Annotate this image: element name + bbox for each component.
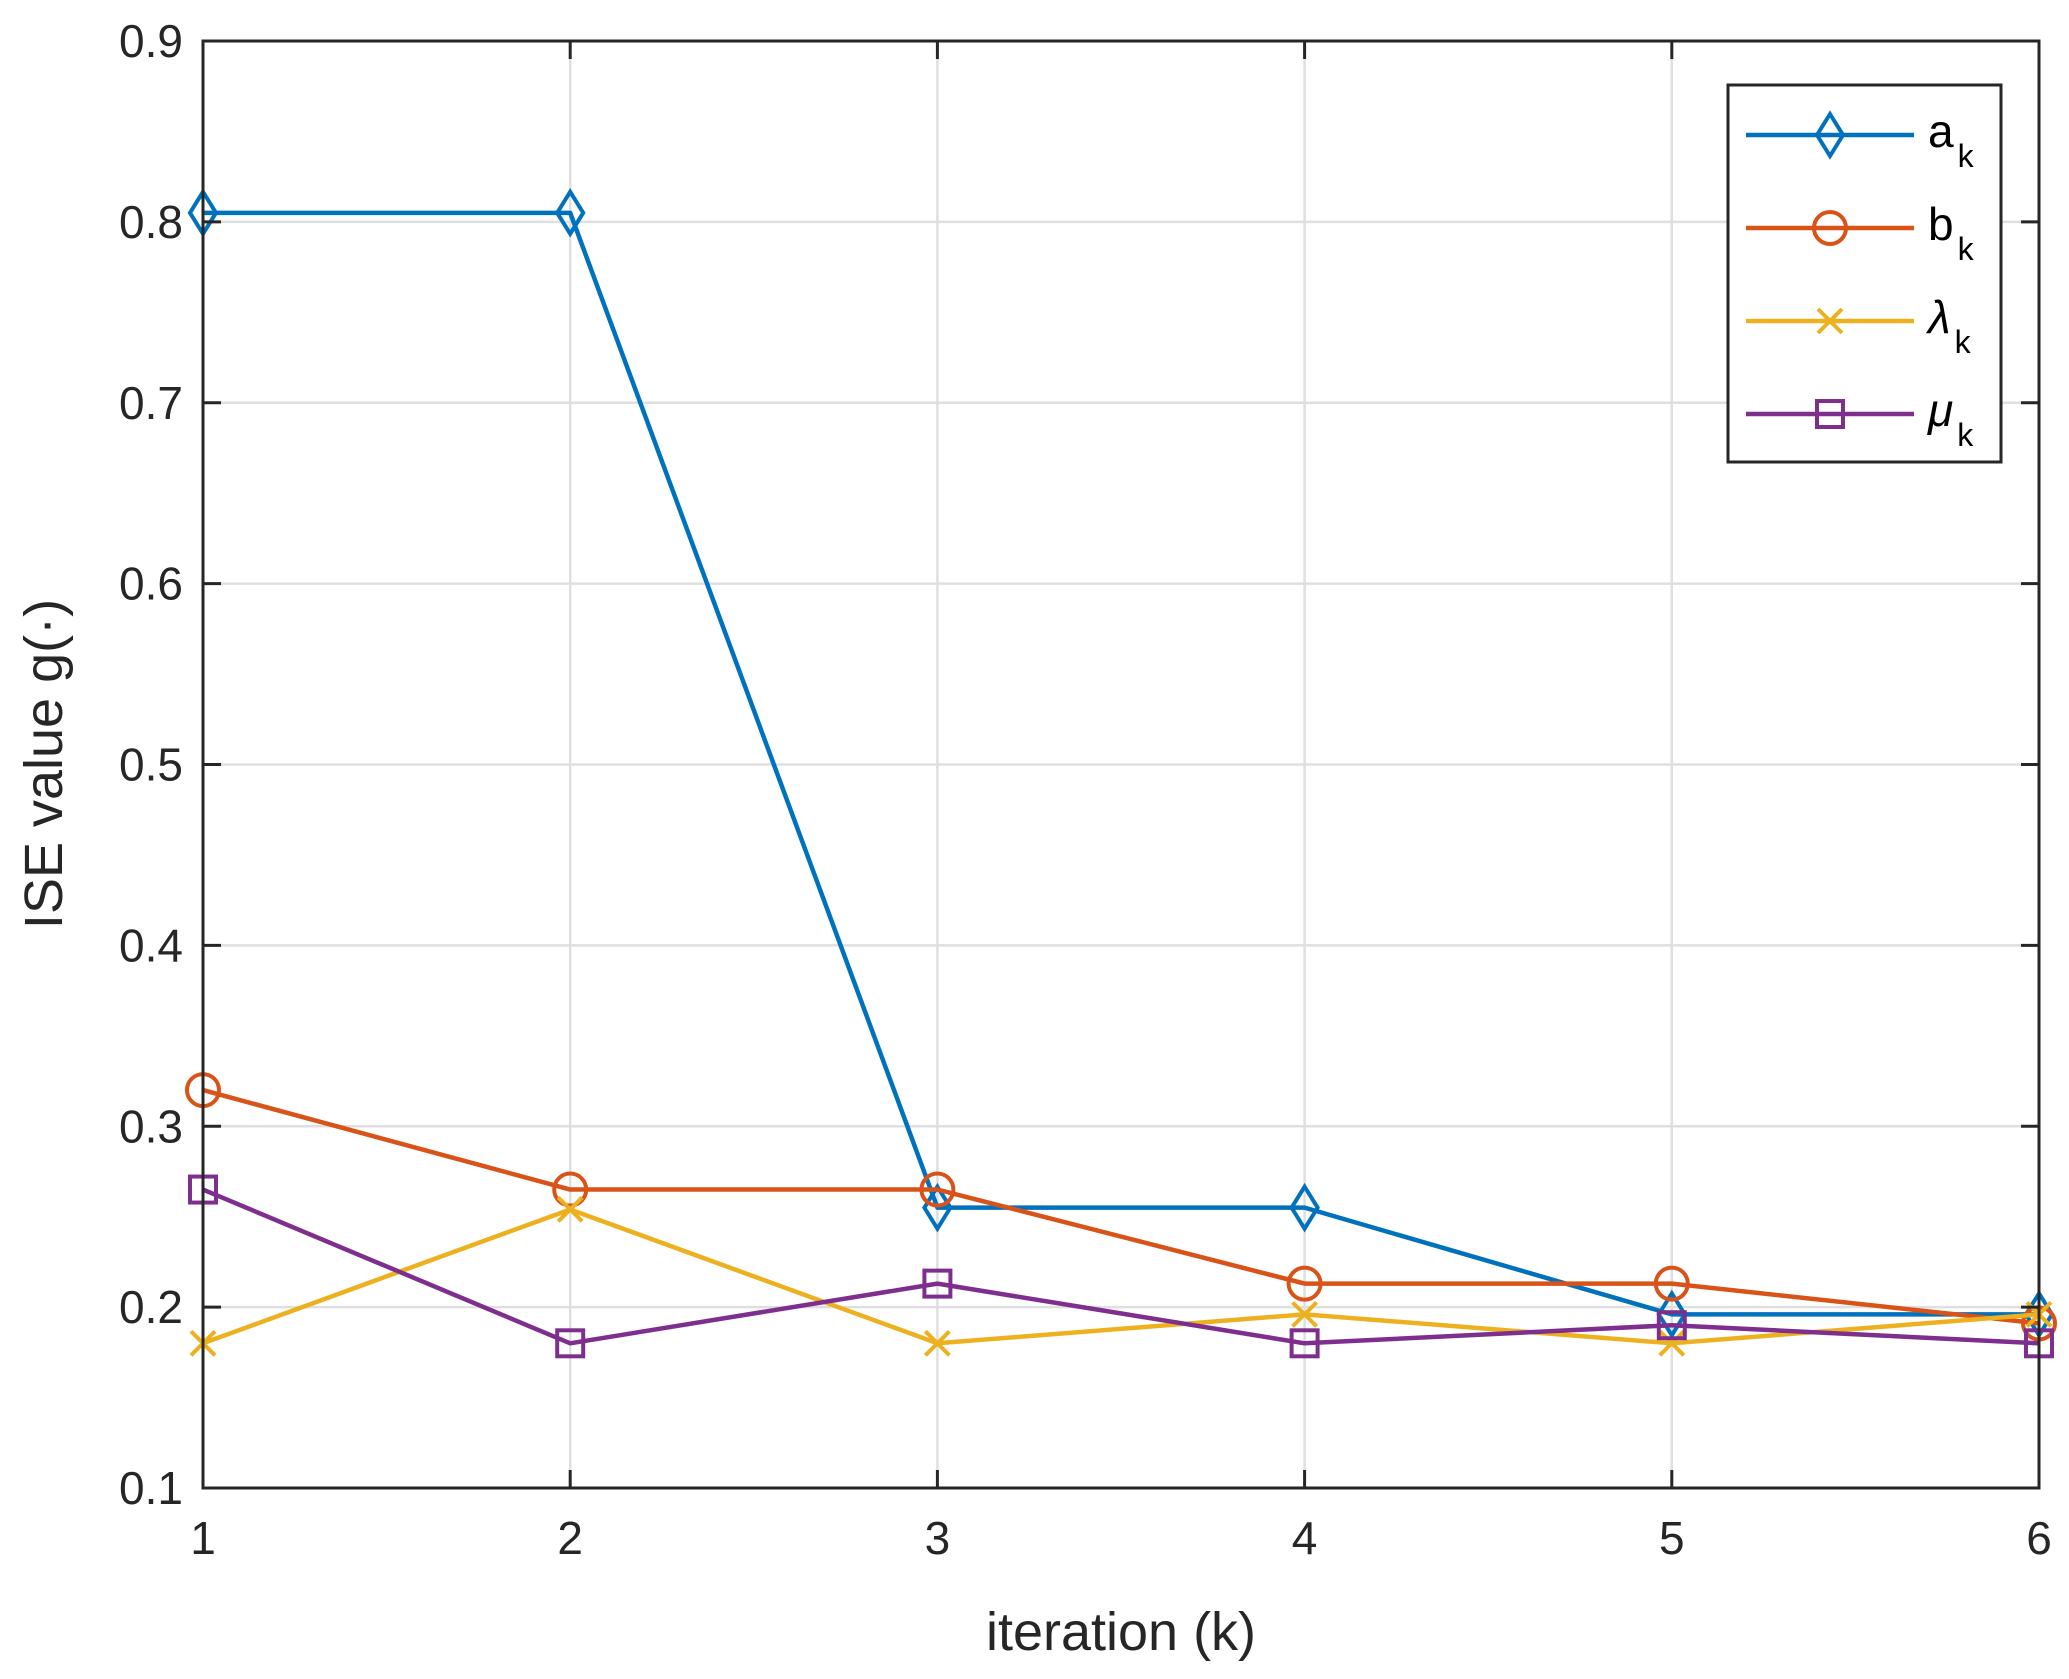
tick-marks [201, 39, 2041, 1490]
series-layer [185, 188, 2057, 1359]
x-axis-title: iteration (k) [986, 1602, 1256, 1662]
data-point [1289, 1328, 1320, 1359]
y-tick-label: 0.7 [119, 377, 183, 429]
data-point [1653, 1265, 1690, 1302]
data-point [919, 1171, 956, 1208]
series-line [202, 1187, 2040, 1346]
series-line [202, 1087, 2040, 1326]
data-point [1658, 1329, 1686, 1357]
data-point [1656, 1289, 1688, 1340]
data-point [1289, 1182, 1320, 1233]
y-tick-label: 0.1 [119, 1462, 183, 1514]
series-line [202, 1207, 2040, 1346]
y-tick-label: 0.6 [119, 558, 183, 610]
x-tick-label: 6 [2026, 1512, 2052, 1564]
data-point [923, 1329, 951, 1357]
data-point [554, 188, 586, 238]
data-point [556, 1196, 584, 1223]
x-tick-label: 3 [925, 1512, 951, 1564]
y-tick-label: 0.3 [119, 1100, 183, 1152]
series-line [203, 210, 2039, 1317]
y-tick-label: 0.5 [119, 739, 183, 791]
x-tick-label: 1 [190, 1512, 216, 1564]
y-tick-label: 0.4 [119, 919, 183, 971]
x-tick-label: 4 [1292, 1512, 1318, 1564]
tick-labels: 1 2 3 4 5 6 0.1 0.2 0.3 0.4 0.5 0.6 0.7 0.8 0.9 [119, 15, 2052, 1564]
y-axis-title: ISE value g(·) [14, 599, 74, 929]
legend-marker [1814, 110, 1846, 160]
data-point [1286, 1265, 1323, 1302]
legend-box [1726, 83, 2003, 464]
data-point [1656, 1310, 1687, 1341]
legend-marker [1815, 399, 1845, 429]
data-point [555, 1328, 586, 1359]
data-point [552, 1171, 589, 1208]
legend-marker [1812, 210, 1848, 246]
y-tick-label: 0.2 [119, 1281, 183, 1333]
y-tick-label: 0.8 [119, 196, 183, 248]
x-tick-label: 2 [557, 1512, 583, 1564]
y-tick-label: 0.9 [119, 15, 183, 67]
x-tick-label: 5 [1659, 1512, 1685, 1564]
data-point [922, 1268, 953, 1299]
legend: a k b k λ k μ k [1726, 83, 2003, 464]
data-point [1291, 1300, 1319, 1328]
legend-marker [1816, 307, 1844, 335]
